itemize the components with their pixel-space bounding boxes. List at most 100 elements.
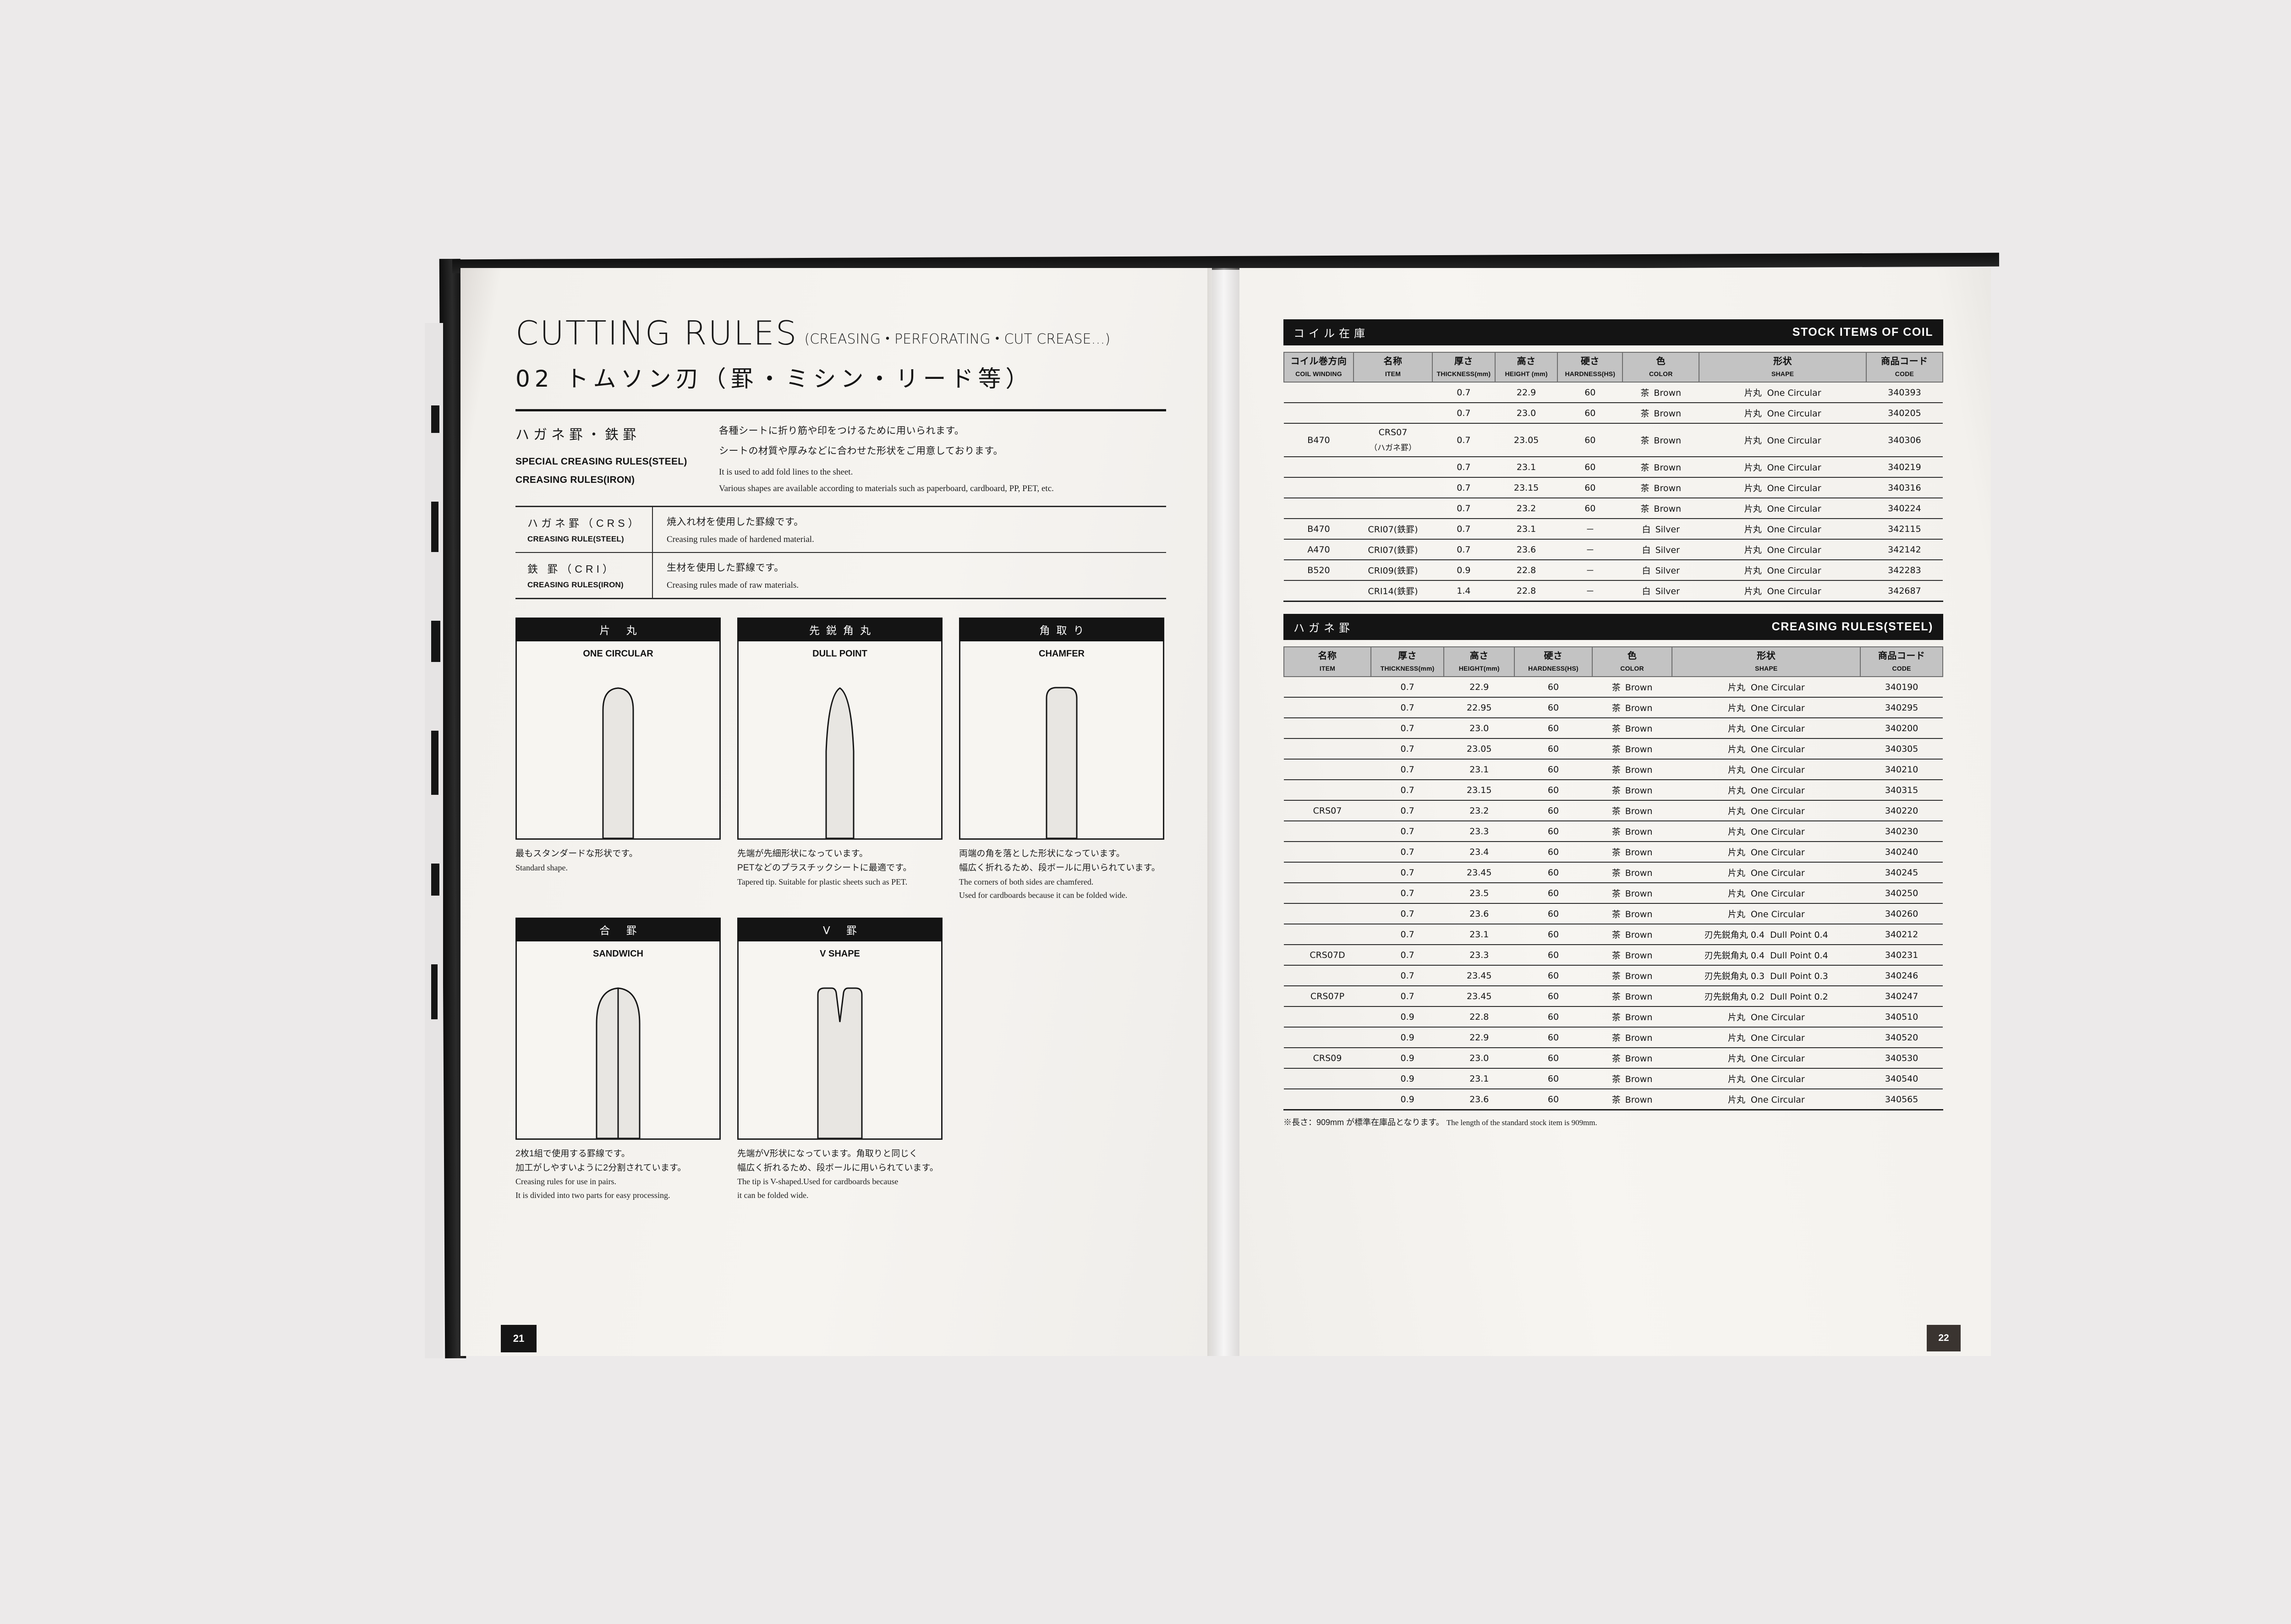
cell-height: 23.0	[1444, 718, 1515, 739]
shape-label-en-chamfer: CHAMFER	[1039, 649, 1085, 659]
cell-thickness: 0.7	[1432, 477, 1495, 498]
cell-height: 22.8	[1516, 585, 1536, 596]
cell-hardness: 60	[1514, 842, 1592, 863]
column-header-item: 名称 ITEM	[1283, 646, 1372, 677]
cell-color: 白 Silver	[1622, 539, 1699, 560]
cell-item	[1284, 965, 1371, 986]
table-row: 0.9 23.6 60 茶 Brown 片丸 One Circular 340565	[1284, 1089, 1943, 1109]
table-row: 0.7 22.9 60 茶 Brown 片丸 One Circular 340393	[1284, 382, 1943, 403]
cell-height: 23.1	[1444, 924, 1515, 945]
open-book: CUTTING RULES (CREASING・PERFORATING・CUT …	[425, 252, 2000, 1359]
table-row: 0.7 23.0 60 茶 Brown 片丸 One Circular 340200	[1284, 718, 1943, 739]
table-row: 0.7 23.0 60 茶 Brown 片丸 One Circular 340205	[1284, 403, 1943, 424]
cell-coil-winding	[1284, 498, 1354, 519]
cell-code: 340247	[1860, 986, 1943, 1007]
page-title-main: CUTTING RULES	[515, 314, 798, 352]
shape-caption-one-circular: 最もスタンダードな形状です。 Standard shape.	[515, 847, 721, 875]
intro-jp-line-1: 各種シートに折り筋や印をつけるために用いられます。	[719, 426, 965, 436]
column-header-jp: 商品コード	[1881, 356, 1928, 366]
cell-hardness: －	[1585, 586, 1595, 596]
cell-coil-winding	[1284, 382, 1354, 403]
table-row: 0.7 23.15 60 茶 Brown 片丸 One Circular 340315	[1284, 780, 1943, 801]
cell-color: 茶 Brown	[1592, 924, 1672, 945]
shape-figure-sandwich: SANDWICH	[515, 941, 721, 1140]
footnote-en: The length of the standard stock item is…	[1446, 1118, 1597, 1127]
column-header-en: THICKNESS(mm)	[1380, 665, 1435, 672]
column-header-color: 色 COLOR	[1591, 646, 1673, 677]
column-header-en: ITEM	[1385, 370, 1401, 377]
cell-hardness: 60	[1514, 738, 1592, 760]
book-gutter	[1207, 268, 1244, 1356]
cell-height: 22.95	[1444, 697, 1515, 718]
cell-color: 茶 Brown	[1592, 677, 1672, 698]
cell-item	[1284, 1068, 1371, 1089]
cell-item	[1284, 780, 1371, 801]
cell-item	[1353, 403, 1433, 424]
shape-caption-en-dull-point-1: Tapered tip. Suitable for plastic sheets…	[737, 877, 908, 886]
shape-caption-chamfer: 両端の角を落とした形状になっています。 幅広く折れるため、段ボールに用いられてい…	[959, 847, 1164, 902]
cell-hardness: 60	[1514, 903, 1592, 924]
table-row: 0.7 23.3 60 茶 Brown 片丸 One Circular 340230	[1284, 821, 1943, 842]
cell-color: 茶 Brown	[1592, 903, 1672, 924]
cell-hardness: －	[1557, 539, 1623, 560]
cell-code: 340212	[1860, 924, 1943, 945]
cell-thickness: 0.7	[1371, 800, 1444, 821]
cell-hardness: 60	[1557, 382, 1623, 403]
column-header-en: HARDNESS(HS)	[1528, 665, 1578, 672]
cell-height: 23.4	[1444, 842, 1515, 863]
table-row: 0.7 23.1 60 茶 Brown 片丸 One Circular 340219	[1284, 457, 1943, 478]
cell-code: 340316	[1866, 477, 1943, 498]
cell-color: 茶 Brown	[1592, 821, 1672, 842]
blade-shape-one-circular-icon	[602, 687, 634, 838]
cell-code: 340231	[1860, 945, 1943, 966]
column-header-jp: 名称	[1318, 651, 1337, 661]
cell-height: 23.2	[1495, 498, 1558, 519]
cell-item	[1353, 382, 1433, 403]
book-page-block-edge	[425, 323, 443, 1358]
shape-card-chamfer: 角取り CHAMFER 両端の角を落とした形状になっています。 幅広く折れるため…	[959, 618, 1164, 902]
cell-height: 23.0	[1495, 403, 1558, 424]
shape-header-jp-v-shape: V 罫	[737, 917, 943, 941]
shape-label-en-v-shape: V SHAPE	[820, 948, 860, 959]
cell-color: 茶 Brown	[1592, 1048, 1672, 1069]
cell-hardness: 60	[1514, 759, 1592, 780]
cell-hardness: 60	[1514, 677, 1592, 698]
cell-shape: 片丸 One Circular	[1699, 498, 1866, 519]
shape-caption-jp-dull-point-2: PETなどのプラスチックシートに最適です。	[737, 863, 912, 873]
section-band-en-coil: STOCK ITEMS OF COIL	[1792, 326, 1933, 339]
cell-code: 340530	[1860, 1048, 1943, 1069]
table-row: 0.9 22.9 60 茶 Brown 片丸 One Circular 340520	[1284, 1027, 1943, 1048]
page-title-subtitle: (CREASING・PERFORATING・CUT CREASE…)	[804, 331, 1111, 347]
cell-hardness: 60	[1514, 800, 1592, 821]
intro-heading-en-steel: SPECIAL CREASING RULES(STEEL)	[515, 456, 687, 467]
column-header-jp: 硬さ	[1580, 356, 1600, 366]
shape-card-v-shape: V 罫 V SHAPE 先端がV形状になっています。角取りと同じく 幅広く折れる…	[737, 917, 943, 1202]
page-number-right: 22	[1927, 1325, 1961, 1351]
cell-code: 342687	[1888, 585, 1921, 596]
table-row: CRS07 0.7 23.2 60 茶 Brown 片丸 One Circular 340220	[1284, 800, 1943, 821]
cell-height: 23.1	[1495, 519, 1558, 540]
cell-code: 340306	[1866, 423, 1943, 457]
shape-caption-jp-chamfer-1: 両端の角を落とした形状になっています。	[959, 849, 1125, 858]
cell-item: CRI09(鉄罫)	[1353, 560, 1433, 581]
cell-hardness: 60	[1514, 862, 1592, 883]
cell-code: 340393	[1866, 382, 1943, 403]
intro-heading-jp: ハガネ罫・鉄罫	[515, 427, 641, 443]
table-row: 0.7 23.1 60 茶 Brown 刃先鋭角丸 0.4 Dull Point 0.4 34…	[1284, 924, 1943, 945]
cell-thickness: 0.7	[1371, 738, 1444, 760]
cell-coil-winding	[1284, 477, 1354, 498]
cell-item	[1353, 498, 1433, 519]
shape-caption-jp-dull-point-1: 先端が先細形状になっています。	[737, 849, 868, 858]
cell-shape: 片丸 One Circular	[1699, 477, 1866, 498]
cell-shape: 片丸 One Circular	[1727, 1095, 1805, 1105]
blade-shape-sandwich-icon	[596, 987, 641, 1138]
cell-hardness: 60	[1557, 403, 1623, 424]
cell-height: 23.1	[1495, 457, 1558, 478]
cell-thickness: 0.7	[1371, 718, 1444, 739]
cell-color: 白 Silver	[1622, 560, 1699, 581]
column-header-jp: 形状	[1773, 356, 1792, 366]
cell-color: 茶 Brown	[1622, 498, 1699, 519]
cell-thickness: 0.7	[1371, 780, 1444, 801]
intro-en-line-1: It is used to add fold lines to the shee…	[719, 467, 853, 477]
cell-height: 23.45	[1444, 965, 1515, 986]
